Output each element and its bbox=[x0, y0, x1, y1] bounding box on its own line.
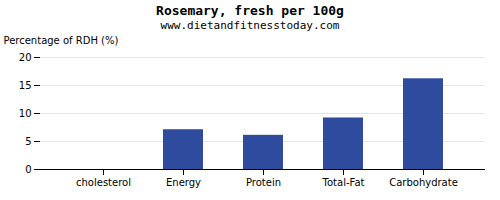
svg-text:Carbohydrate: Carbohydrate bbox=[389, 177, 458, 188]
svg-text:20: 20 bbox=[19, 52, 32, 63]
svg-text:0: 0 bbox=[25, 164, 31, 175]
svg-text:Energy: Energy bbox=[166, 177, 201, 188]
svg-text:10: 10 bbox=[19, 108, 32, 119]
svg-text:5: 5 bbox=[25, 136, 31, 147]
svg-text:Protein: Protein bbox=[246, 177, 281, 188]
svg-text:Total-Fat: Total-Fat bbox=[322, 177, 365, 188]
svg-text:Percentage of RDH (%): Percentage of RDH (%) bbox=[4, 35, 119, 46]
html-text:www.dietandfitnesstoday.com: www.dietandfitnesstoday.com bbox=[160, 19, 340, 32]
svg-text:15: 15 bbox=[19, 80, 32, 91]
html-text:Rosemary, fresh per 100g: Rosemary, fresh per 100g bbox=[156, 3, 344, 18]
svg-text:cholesterol: cholesterol bbox=[76, 177, 131, 188]
